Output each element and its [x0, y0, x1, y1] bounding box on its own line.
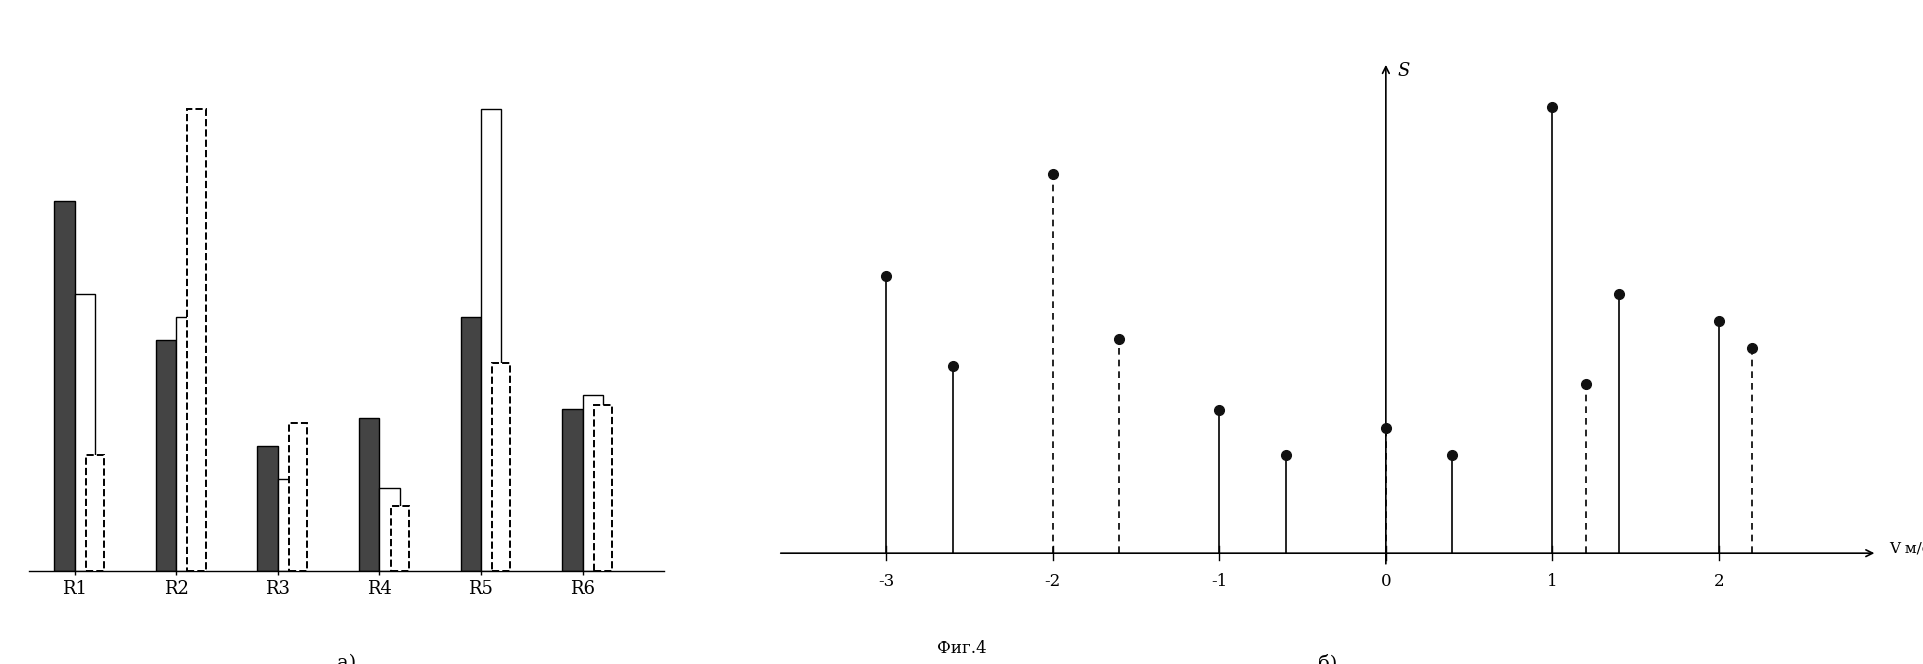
Bar: [594, 404, 612, 571]
Bar: [87, 456, 104, 571]
Bar: [492, 363, 510, 571]
Bar: [75, 293, 94, 571]
Bar: [360, 418, 379, 571]
Text: S: S: [1396, 62, 1410, 80]
Bar: [177, 317, 196, 571]
Bar: [288, 423, 308, 571]
Text: -2: -2: [1044, 573, 1060, 590]
Text: Фиг.4: Фиг.4: [937, 640, 986, 657]
Bar: [156, 340, 177, 571]
Text: -3: -3: [877, 573, 894, 590]
Text: 1: 1: [1546, 573, 1558, 590]
Bar: [187, 109, 206, 571]
Bar: [258, 446, 277, 571]
Bar: [583, 395, 602, 571]
Bar: [481, 109, 502, 571]
Text: 2: 2: [1713, 573, 1723, 590]
Text: б): б): [1317, 654, 1336, 664]
Text: 0: 0: [1381, 573, 1390, 590]
Bar: [460, 317, 481, 571]
Text: V м/с: V м/с: [1888, 542, 1923, 556]
Bar: [562, 409, 583, 571]
Text: а): а): [337, 654, 356, 664]
Text: -1: -1: [1211, 573, 1227, 590]
Bar: [379, 488, 400, 571]
Bar: [277, 479, 298, 571]
Bar: [54, 201, 75, 571]
Bar: [390, 506, 408, 571]
